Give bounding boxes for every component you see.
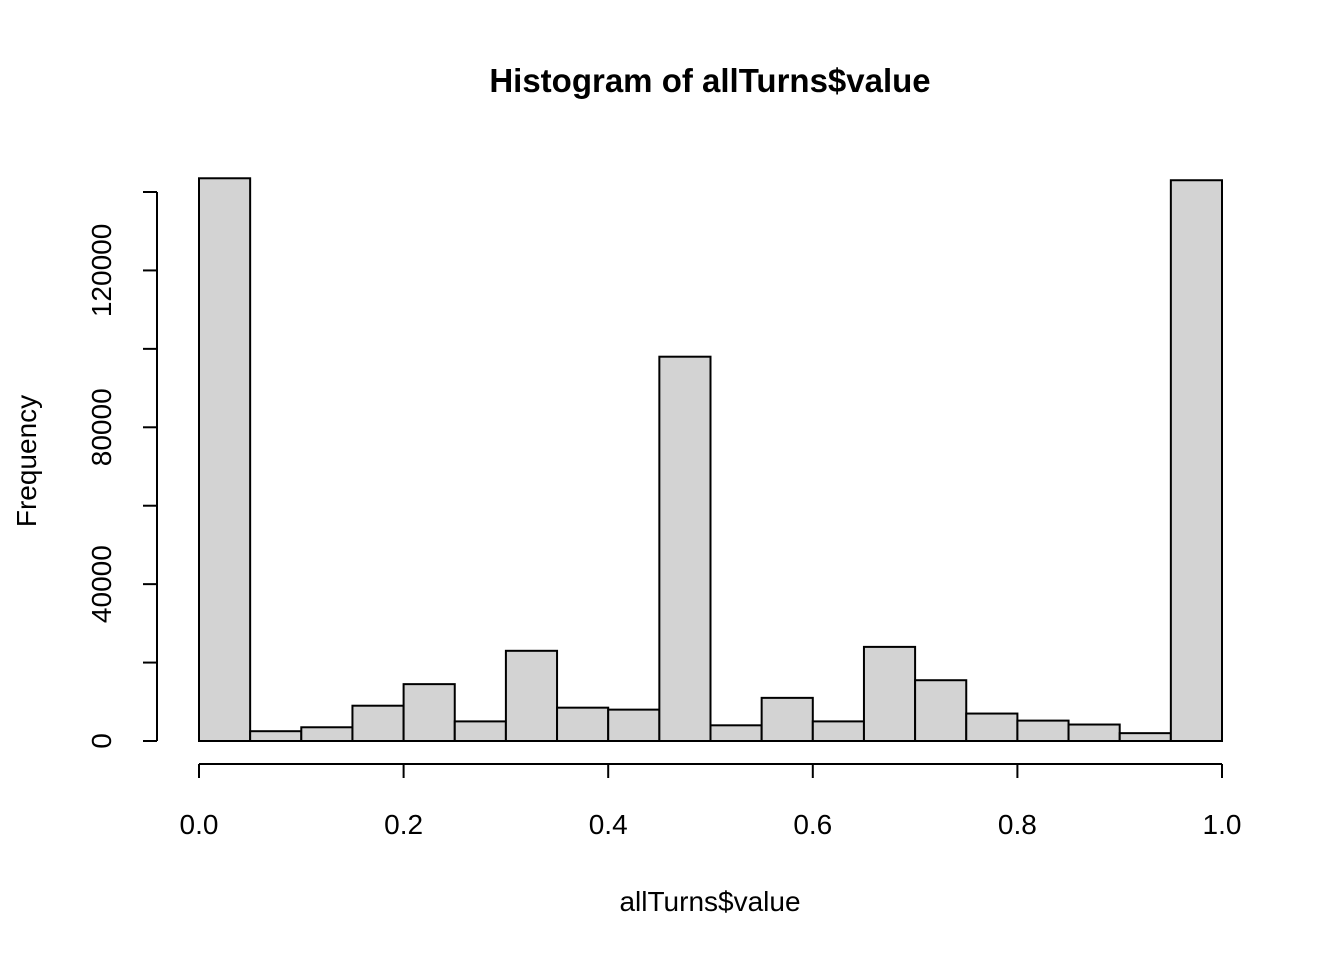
- histogram-bar: [351, 704, 405, 743]
- histogram-bar: [1067, 723, 1121, 743]
- x-tick-label: 0.0: [180, 809, 219, 840]
- histogram-bar: [249, 730, 303, 742]
- x-tick-label: 1.0: [1203, 809, 1242, 840]
- histogram-bar: [1169, 179, 1223, 742]
- histogram-bar: [402, 683, 456, 742]
- histogram-bar: [811, 720, 865, 743]
- histogram-bar: [760, 696, 814, 742]
- histogram-bar: [965, 712, 1019, 742]
- x-tick-label: 0.2: [384, 809, 423, 840]
- y-tick-label: 120000: [86, 224, 117, 317]
- histogram-bar: [556, 706, 610, 742]
- histogram-bar: [607, 708, 661, 743]
- y-tick-label: 0: [86, 733, 117, 749]
- y-tick-label: 80000: [86, 388, 117, 466]
- x-axis-label: allTurns$value: [619, 886, 800, 917]
- histogram-bar: [658, 355, 712, 742]
- histogram-bar: [1118, 732, 1172, 743]
- y-tick-label: 40000: [86, 545, 117, 623]
- histogram-bar: [914, 679, 968, 742]
- histogram-bar: [1016, 719, 1070, 743]
- x-tick-label: 0.8: [998, 809, 1037, 840]
- y-axis: 0 40000 80000 120000: [86, 191, 158, 749]
- histogram-bar: [862, 645, 917, 743]
- histogram-bar: [709, 724, 763, 742]
- bars-group: [198, 177, 1223, 743]
- chart-title: Histogram of allTurns$value: [489, 62, 930, 99]
- x-tick-label: 0.4: [589, 809, 628, 840]
- x-tick-label: 0.6: [793, 809, 832, 840]
- histogram-bar: [453, 720, 507, 743]
- histogram-bar: [504, 649, 559, 742]
- y-axis-label: Frequency: [11, 395, 42, 527]
- histogram-bar: [300, 726, 354, 743]
- x-axis: 0.0 0.2 0.4 0.6 0.8 1.0: [180, 763, 1242, 840]
- histogram-bar: [198, 177, 252, 742]
